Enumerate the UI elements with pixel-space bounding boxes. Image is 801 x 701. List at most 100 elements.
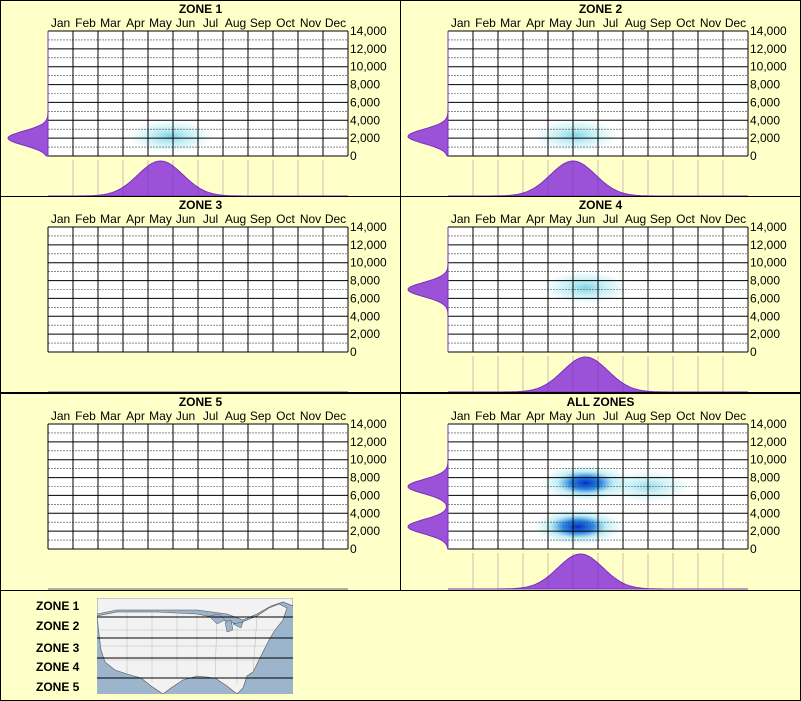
y-tick-label: 4,000: [750, 506, 780, 520]
y-tick-label: 14,000: [750, 220, 787, 234]
month-tick-label: Dec: [725, 212, 746, 226]
month-tick-label: May: [549, 212, 572, 226]
month-tick-label: Mar: [500, 16, 521, 30]
month-tick-label: Oct: [276, 16, 295, 30]
y-tick-label: 8,000: [750, 274, 780, 288]
elevation-density: [407, 227, 449, 352]
y-tick-label: 6,000: [750, 95, 780, 109]
y-tick-label: 6,000: [350, 488, 380, 502]
y-tick-label: 14,000: [350, 417, 387, 431]
elevation-density: [407, 424, 449, 550]
month-tick-label: May: [149, 409, 172, 423]
month-tick-label: May: [549, 409, 572, 423]
legend-zone-2-label: ZONE 2: [36, 619, 80, 633]
heat-blob: [541, 464, 630, 501]
map-zone-boundaries: [97, 616, 293, 679]
y-tick-label: 10,000: [350, 256, 387, 270]
y-tick-label: 12,000: [350, 435, 387, 449]
heat-blob: [128, 120, 213, 153]
y-tick-label: 0: [350, 542, 357, 556]
month-tick-label: Jun: [176, 212, 195, 226]
month-tick-label: Apr: [126, 16, 145, 30]
month-tick-label: Jan: [451, 212, 470, 226]
y-tick-label: 14,000: [350, 24, 387, 38]
month-tick-label: Feb: [75, 409, 96, 423]
y-tick-label: 8,000: [350, 471, 380, 485]
y-tick-label: 2,000: [350, 524, 380, 538]
month-tick-label: Jul: [603, 409, 618, 423]
month-tick-label: Sep: [650, 409, 672, 423]
month-tick-label: Aug: [625, 409, 646, 423]
month-tick-label: Feb: [475, 212, 496, 226]
y-tick-label: 0: [350, 149, 357, 163]
month-tick-label: Jan: [51, 212, 70, 226]
y-tick-label: 2,000: [750, 524, 780, 538]
month-tick-label: May: [149, 16, 172, 30]
month-tick-label: Apr: [126, 212, 145, 226]
y-tick-label: 10,000: [750, 256, 787, 270]
chart-title: ALL ZONES: [566, 395, 635, 409]
month-tick-label: Nov: [300, 16, 321, 30]
month-tick-label: Mar: [100, 212, 121, 226]
y-tick-label: 4,000: [750, 113, 780, 127]
month-tick-label: May: [149, 212, 172, 226]
zone-4-panel: ZONE 4 Jan Feb Mar Apr May Jun Jul Aug Sep Oct Nov…: [400, 196, 801, 393]
month-tick-label: Jun: [576, 16, 595, 30]
month-tick-label: Mar: [500, 212, 521, 226]
y-tick-label: 0: [750, 149, 757, 163]
month-tick-label: Nov: [700, 409, 721, 423]
chart-title: ZONE 1: [178, 2, 223, 16]
y-tick-label: 6,000: [350, 95, 380, 109]
y-tick-label: 12,000: [750, 435, 787, 449]
zone-1-panel: ZONE 1 Jan Feb Mar Apr May Jun Jul Aug Sep Oct Nov…: [0, 0, 401, 197]
zone-5-chart: Jan Feb Mar Apr May Jun Jul Aug Sep Oct Nov Dec 0 2,0…: [47, 409, 387, 590]
month-tick-label: Nov: [300, 409, 321, 423]
y-tick-label: 2,000: [750, 131, 780, 145]
us-map: [97, 598, 293, 694]
zone-2-panel: ZONE 2 Jan Feb Mar Apr May Jun Jul Aug Sep Oct Nov…: [400, 0, 801, 197]
month-tick-label: Aug: [625, 212, 646, 226]
month-tick-label: Jul: [203, 409, 218, 423]
month-tick-label: Apr: [526, 16, 545, 30]
month-tick-label: Aug: [225, 409, 246, 423]
month-tick-label: Apr: [526, 212, 545, 226]
legend-zone-3-label: ZONE 3: [36, 641, 80, 655]
month-tick-label: Jul: [603, 16, 618, 30]
y-tick-label: 14,000: [350, 220, 387, 234]
all-zones-chart: Jan Feb Mar Apr May Jun Jul Aug Sep Oct Nov Dec 0 2,0…: [407, 409, 787, 590]
month-tick-label: Oct: [276, 409, 295, 423]
zone-5-panel: ZONE 5 Jan Feb Mar Apr May Jun Jul Aug Sep Oct Nov…: [0, 393, 401, 591]
y-tick-label: 10,000: [750, 453, 787, 467]
zone-4-chart: Jan Feb Mar Apr May Jun Jul Aug Sep Oct Nov Dec 0 2,0…: [407, 212, 787, 392]
month-tick-label: Feb: [475, 16, 496, 30]
month-tick-label: Mar: [100, 16, 121, 30]
y-tick-label: 8,000: [350, 274, 380, 288]
y-tick-label: 0: [750, 345, 757, 359]
month-tick-label: Nov: [700, 16, 721, 30]
y-tick-label: 14,000: [750, 417, 787, 431]
month-tick-label: Jul: [203, 212, 218, 226]
y-tick-label: 8,000: [350, 78, 380, 92]
zone-3-panel: ZONE 3 Jan Feb Mar Apr May Jun Jul Aug Sep Oct Nov…: [0, 196, 401, 393]
all-zones-panel: ALL ZONES Jan Feb Mar Apr May Jun Jul Aug Sep Oct…: [400, 393, 801, 591]
y-tick-label: 4,000: [350, 309, 380, 323]
y-tick-label: 0: [350, 345, 357, 359]
month-tick-label: Jul: [203, 16, 218, 30]
month-tick-label: Aug: [625, 16, 646, 30]
y-tick-label: 8,000: [750, 471, 780, 485]
y-tick-label: 2,000: [350, 131, 380, 145]
y-tick-label: 10,000: [350, 453, 387, 467]
month-tick-label: Aug: [225, 16, 246, 30]
heat-blob: [534, 508, 622, 545]
legend-zone-5-label: ZONE 5: [36, 680, 80, 694]
month-tick-label: Oct: [276, 212, 295, 226]
zone-3-chart: Jan Feb Mar Apr May Jun Jul Aug Sep Oct Nov Dec 0 2,0…: [47, 212, 387, 392]
zone-1-chart: Jan Feb Mar Apr May Jun Jul Aug Sep Oct Nov Dec 0 2,0…: [7, 16, 387, 196]
month-tick-label: Apr: [526, 409, 545, 423]
y-tick-label: 6,000: [750, 488, 780, 502]
month-tick-label: Aug: [225, 212, 246, 226]
y-tick-label: 14,000: [750, 24, 787, 38]
month-tick-label: Jun: [576, 212, 595, 226]
legend-zone-1-label: ZONE 1: [36, 599, 80, 613]
y-tick-label: 12,000: [750, 238, 787, 252]
